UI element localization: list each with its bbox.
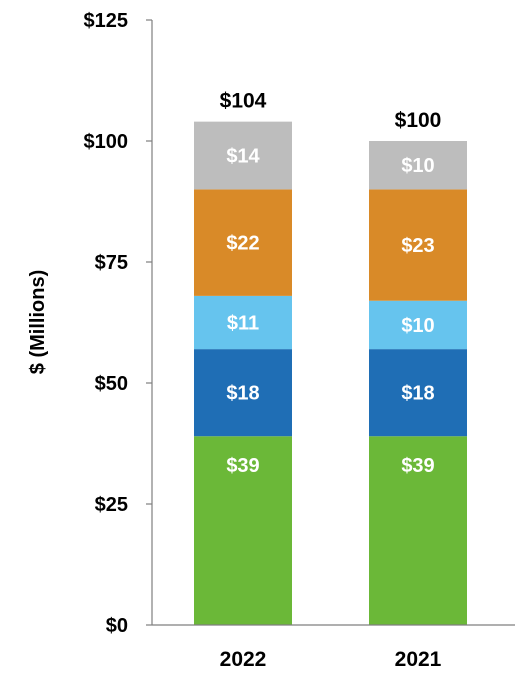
bar-segment-label: $18 — [226, 383, 259, 405]
bar-segment — [369, 349, 467, 437]
y-tick-label: $100 — [84, 131, 129, 153]
bar-segment — [194, 436, 292, 625]
y-tick-label: $25 — [95, 494, 128, 516]
bar-segment-label: $14 — [226, 146, 260, 168]
bar-segment-label: $10 — [401, 315, 434, 337]
bar-segment — [369, 189, 467, 301]
y-tick-label: $75 — [95, 252, 128, 274]
y-tick-label: $125 — [84, 10, 129, 32]
bar-segment — [194, 121, 292, 190]
bar-segment — [194, 349, 292, 437]
bar-segment — [369, 141, 467, 190]
bar-segment-label: $39 — [226, 455, 259, 477]
bar-segment — [194, 295, 292, 350]
y-axis: $0 $25 $50 $75 $100 $125 — [84, 10, 153, 637]
y-axis-label: $ (Millions) — [27, 270, 49, 374]
bar-segment-label: $23 — [401, 235, 434, 257]
bar-segment-label: $10 — [401, 155, 434, 177]
bar-segment — [194, 189, 292, 296]
bar-segment-label: $22 — [226, 233, 259, 255]
bar-total-label: $100 — [395, 109, 442, 132]
bar-segment-label: $11 — [227, 313, 259, 335]
bar-segment-label: $18 — [401, 383, 434, 405]
bar-segment — [369, 300, 467, 350]
y-tick-label: $0 — [106, 615, 128, 637]
bars: $39 $18 $11 $22 $14 $104 $39 $18 $10 $23 $10 $100 — [194, 90, 467, 625]
bar-segment-label: $39 — [401, 455, 434, 477]
x-axis: 2022 2021 — [152, 624, 515, 671]
bar-segment — [369, 436, 467, 625]
y-tick-label: $50 — [95, 373, 128, 395]
x-tick-label: 2022 — [220, 648, 267, 671]
x-tick-label: 2021 — [395, 648, 442, 671]
bar-total-label: $104 — [220, 90, 267, 113]
